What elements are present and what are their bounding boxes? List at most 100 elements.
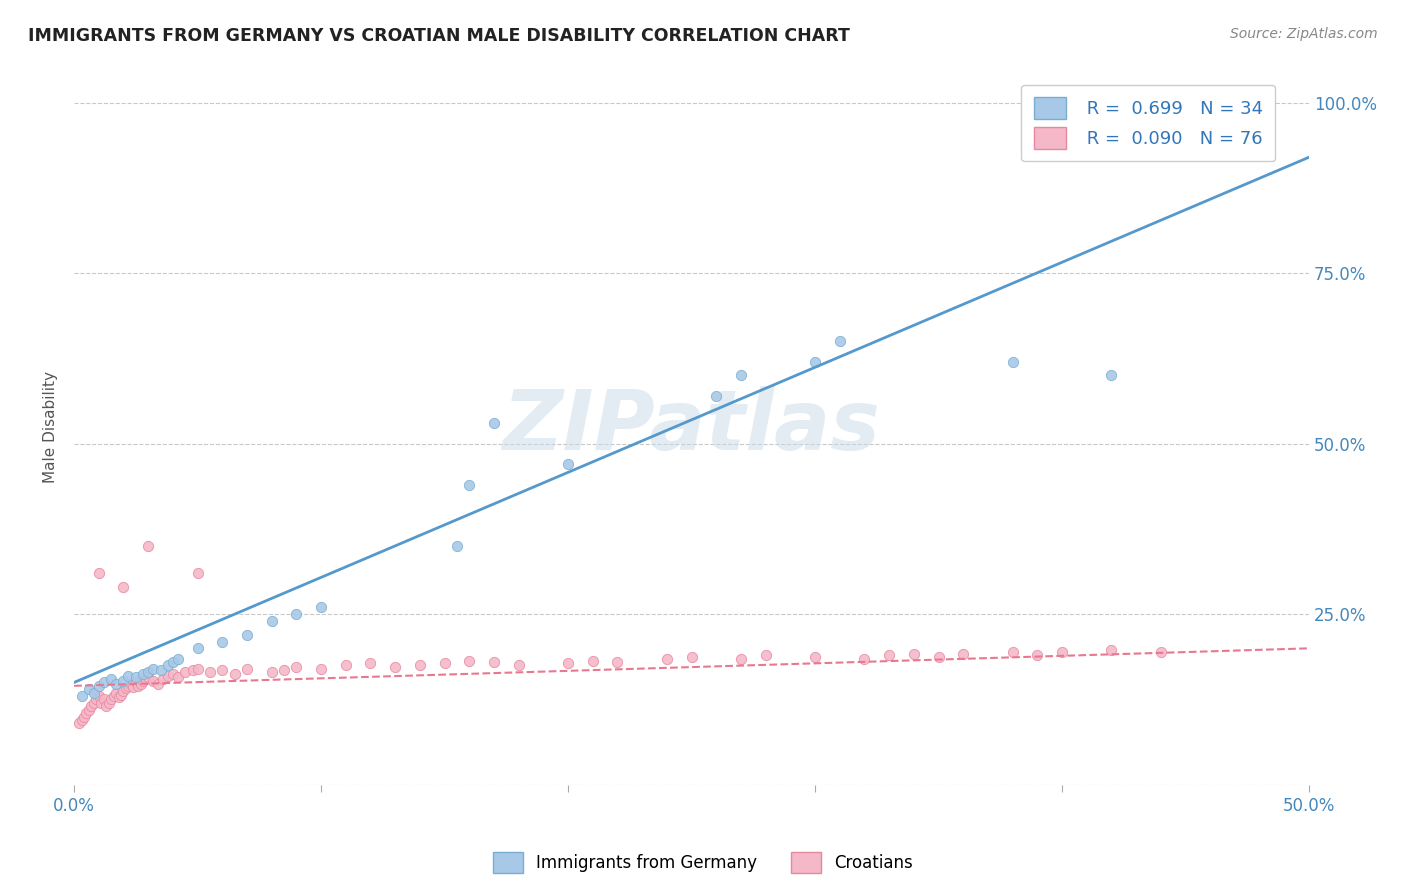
Point (77, 703, 100, 717)
Point (125, 675, 148, 690)
Point (211, 663, 233, 677)
Point (156, 668, 179, 682)
Point (1101, 368, 1123, 383)
Point (83, 686, 105, 700)
Point (224, 667, 246, 681)
Point (136, 665, 159, 680)
Text: Source: ZipAtlas.com: Source: ZipAtlas.com (1230, 27, 1378, 41)
Point (730, 651, 752, 665)
Point (335, 658, 357, 673)
Point (853, 651, 876, 665)
Point (146, 677, 169, 691)
Point (112, 683, 135, 698)
Point (67, 716, 90, 731)
Point (93, 692, 115, 706)
Point (142, 674, 165, 689)
Point (458, 654, 481, 668)
Point (1150, 645, 1173, 659)
Point (75, 706, 97, 720)
Point (105, 686, 128, 700)
Point (162, 667, 184, 681)
Point (557, 457, 579, 471)
Point (112, 580, 135, 594)
Point (135, 672, 157, 686)
Point (730, 368, 752, 383)
Legend:  R =  0.699   N = 34,  R =  0.090   N = 76: R = 0.699 N = 34, R = 0.090 N = 76 (1021, 85, 1275, 161)
Point (606, 655, 628, 669)
Text: ZIPatlas: ZIPatlas (503, 386, 880, 467)
Point (582, 654, 605, 668)
Point (90, 696, 112, 710)
Point (198, 665, 221, 680)
Point (903, 647, 925, 661)
Point (1101, 642, 1123, 657)
Point (681, 649, 703, 664)
Point (1050, 645, 1073, 659)
Point (458, 477, 481, 491)
Point (1001, 355, 1024, 369)
Point (928, 649, 950, 664)
Point (117, 668, 139, 682)
Point (125, 670, 148, 684)
Point (100, 692, 122, 706)
Point (260, 665, 283, 680)
Point (149, 663, 172, 677)
Point (236, 662, 259, 676)
Point (433, 657, 456, 671)
Point (73, 709, 96, 723)
Point (174, 665, 197, 680)
Point (1026, 648, 1049, 662)
Point (115, 681, 138, 695)
Point (117, 679, 139, 693)
Point (260, 614, 283, 628)
Point (136, 670, 159, 684)
Point (482, 655, 505, 669)
Point (446, 539, 468, 553)
Point (1001, 645, 1024, 659)
Point (103, 689, 125, 703)
Point (96, 699, 118, 714)
Point (952, 647, 974, 661)
Point (828, 334, 851, 349)
Point (162, 655, 184, 669)
Point (384, 660, 406, 674)
Point (83, 696, 105, 710)
Point (70, 689, 93, 703)
Point (93, 675, 115, 690)
Point (187, 641, 209, 656)
Point (557, 657, 579, 671)
Point (755, 648, 778, 662)
Legend: Immigrants from Germany, Croatians: Immigrants from Germany, Croatians (486, 846, 920, 880)
Point (112, 674, 135, 689)
Point (86, 692, 108, 706)
Point (236, 628, 259, 642)
Point (309, 600, 332, 615)
Point (508, 658, 530, 673)
Point (804, 649, 827, 664)
Point (110, 688, 132, 702)
Point (107, 690, 129, 705)
Point (87, 679, 110, 693)
Point (187, 662, 209, 676)
Point (187, 566, 209, 581)
Point (80, 699, 103, 714)
Y-axis label: Male Disability: Male Disability (44, 371, 58, 483)
Point (97, 696, 120, 710)
Point (87, 689, 110, 703)
Point (142, 662, 165, 676)
Point (129, 677, 152, 691)
Point (409, 658, 432, 673)
Point (156, 658, 179, 673)
Point (1249, 95, 1271, 110)
Point (77, 682, 100, 697)
Point (211, 634, 233, 648)
Point (309, 662, 332, 676)
Point (804, 355, 827, 369)
Point (132, 674, 155, 689)
Point (704, 389, 727, 403)
Point (87, 566, 110, 581)
Text: IMMIGRANTS FROM GERMANY VS CROATIAN MALE DISABILITY CORRELATION CHART: IMMIGRANTS FROM GERMANY VS CROATIAN MALE… (28, 27, 851, 45)
Point (877, 648, 900, 662)
Point (152, 672, 174, 686)
Point (100, 672, 122, 686)
